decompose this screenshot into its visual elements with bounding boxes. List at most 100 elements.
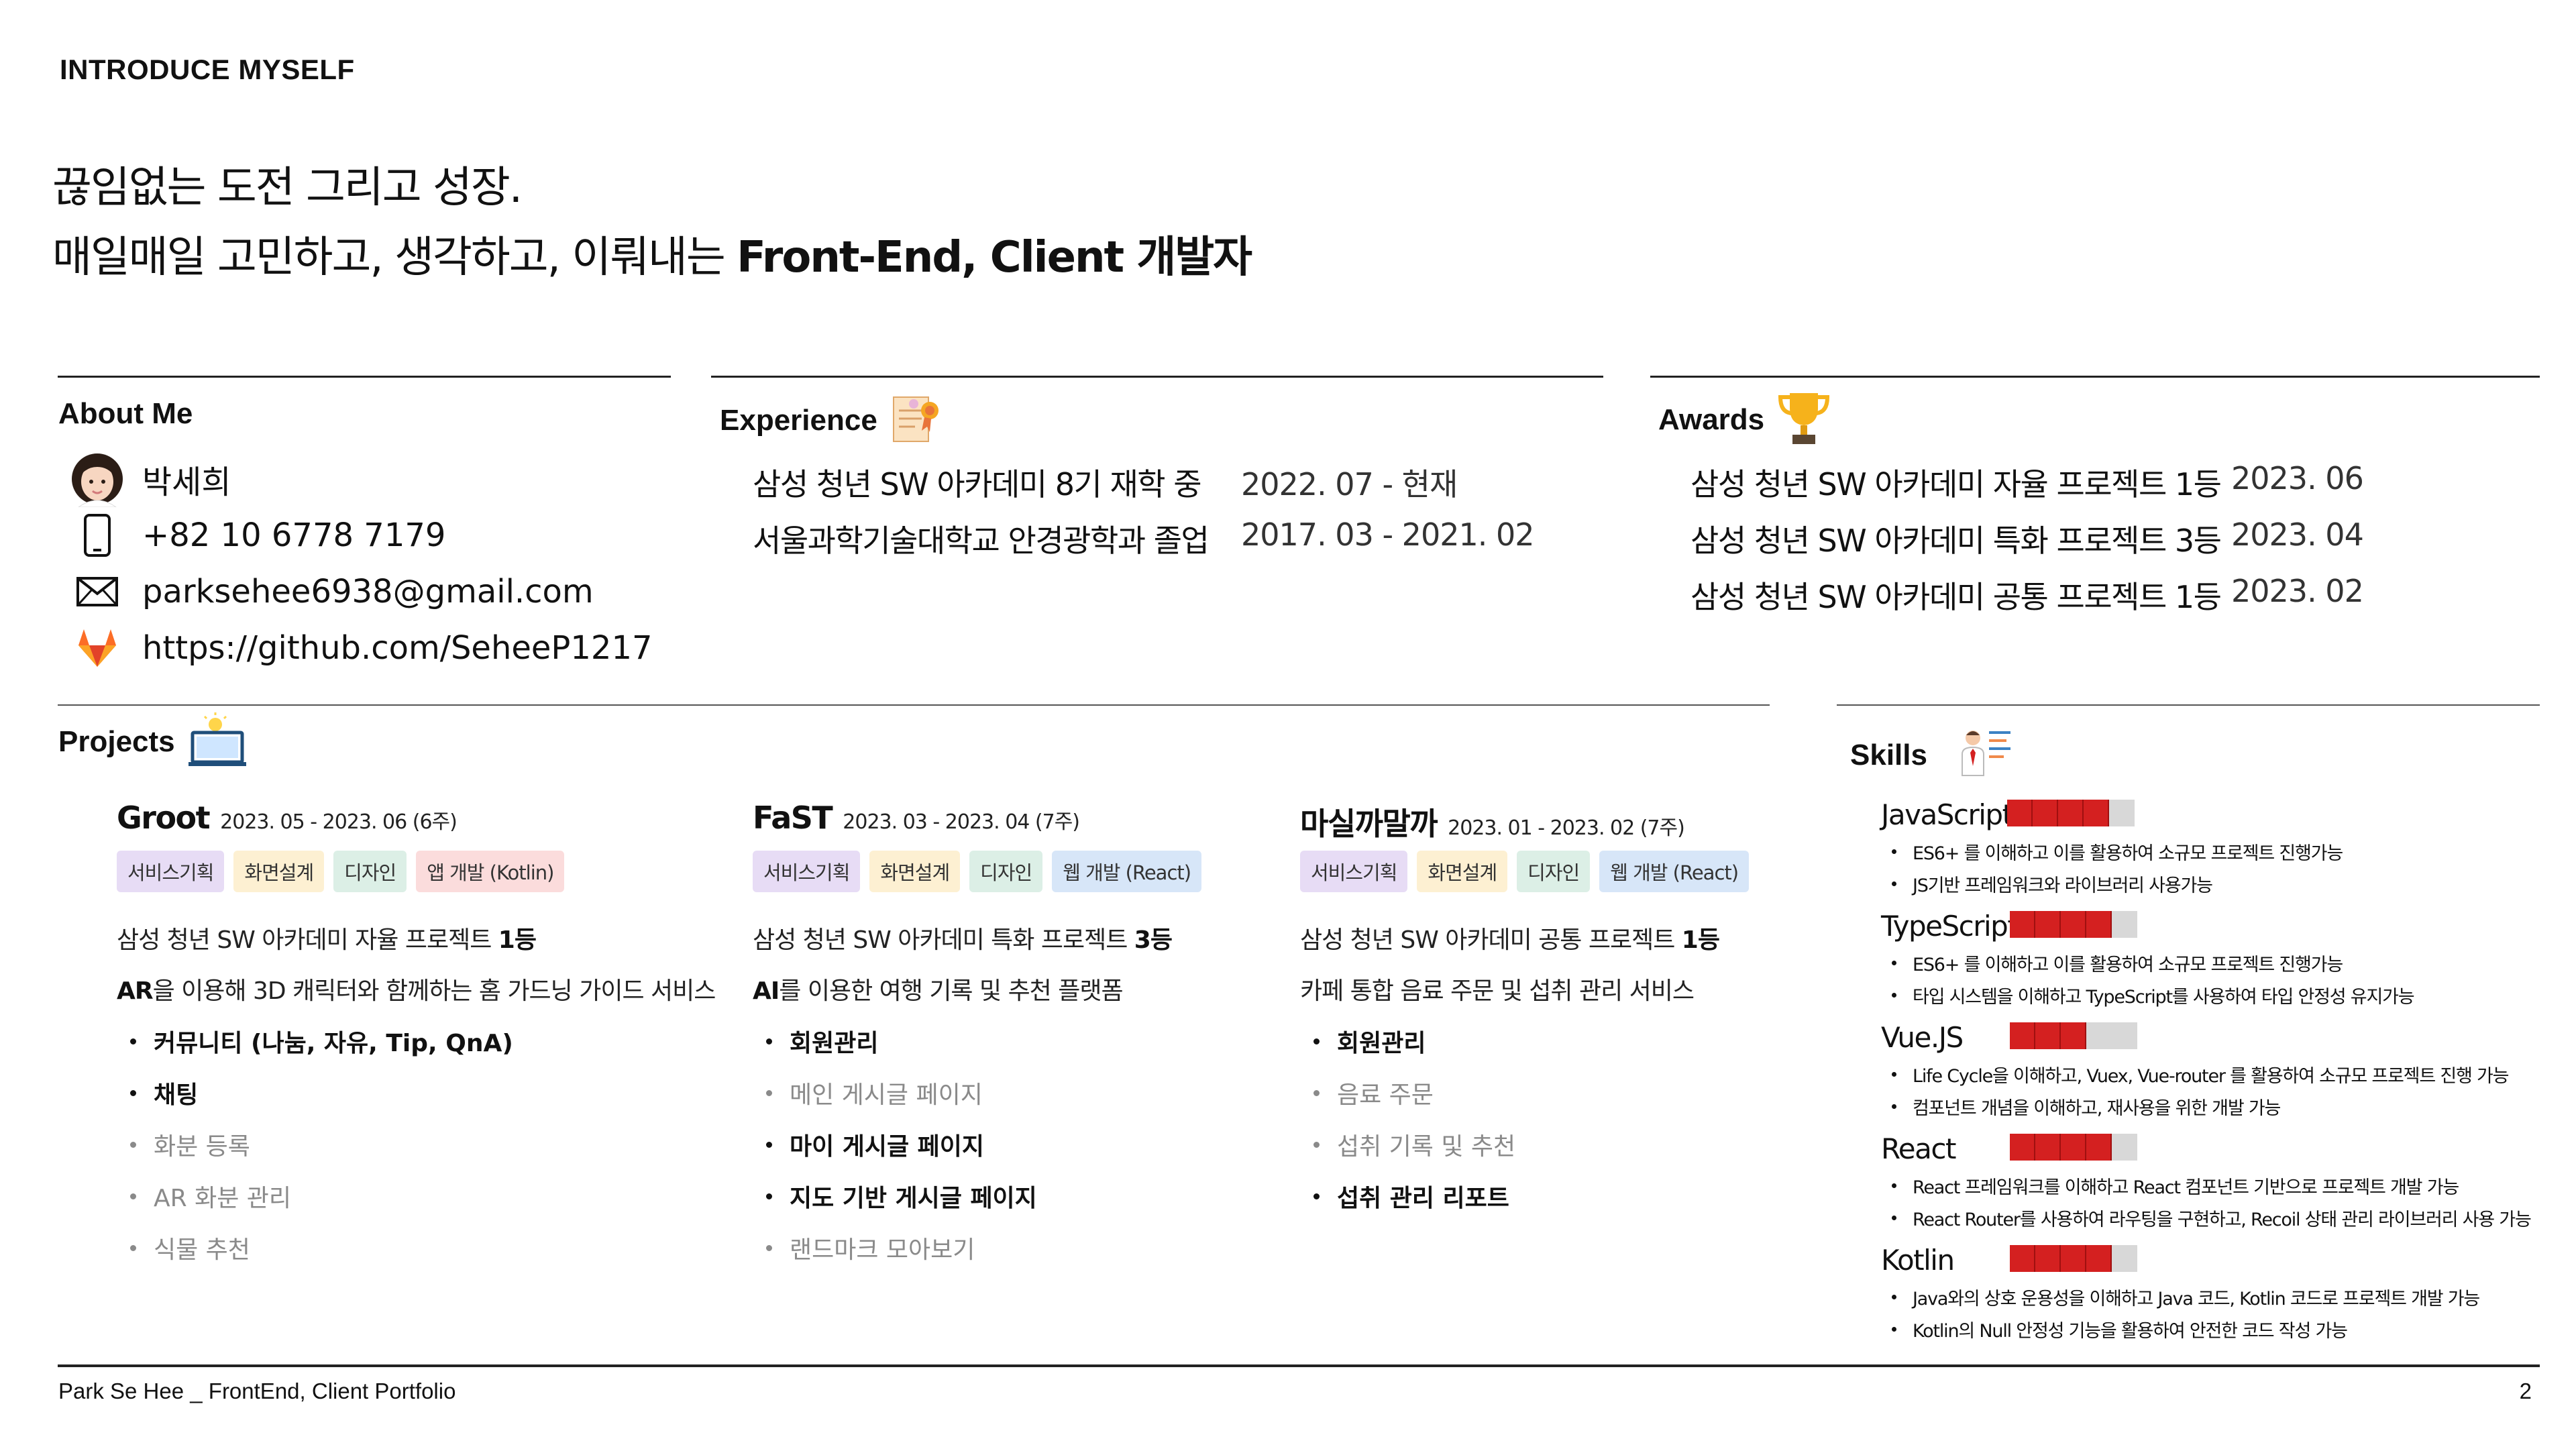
experience-title: Experience xyxy=(720,403,877,437)
skill-level-segment xyxy=(2061,1134,2086,1161)
project-2-award: 삼성 청년 SW 아카데미 특화 프로젝트 3등 xyxy=(753,920,1173,955)
projects-header: Projects xyxy=(58,710,248,773)
skill-level-segment xyxy=(2086,1245,2112,1272)
project-1-name: Groot xyxy=(117,800,211,836)
project-3-feature: 섭취 기록 및 추천 xyxy=(1313,1127,1515,1162)
mail-icon xyxy=(67,564,127,620)
gitlab-icon xyxy=(67,620,127,676)
skill-note-text: 타입 시스템을 이해하고 TypeScript를 사용하여 타입 안정성 유지가… xyxy=(1913,987,2415,1008)
project-3-tag: 서비스기획 xyxy=(1300,851,1408,892)
skill-name: Kotlin xyxy=(1881,1244,1955,1277)
project-1-tag: 화면설계 xyxy=(233,851,325,892)
project-3-desc-rest: 카페 통합 음료 주문 및 섭취 관리 서비스 xyxy=(1300,977,1695,1005)
projects-divider xyxy=(58,704,1770,706)
skill-note: 컴포넌트 개념을 이해하고, 재사용을 위한 개발 가능 xyxy=(1892,1093,2281,1120)
skill-level-segment xyxy=(2035,1022,2061,1049)
feature-label: 랜드마크 모아보기 xyxy=(790,1236,975,1264)
skill-note-text: Java와의 상호 운용성을 이해하고 Java 코드, Kotlin 코드로 … xyxy=(1913,1289,2480,1309)
trophy-icon xyxy=(1774,388,1834,451)
feature-label: 지도 기반 게시글 페이지 xyxy=(790,1185,1037,1212)
project-2-award-prefix: 삼성 청년 SW 아카데미 특화 프로젝트 xyxy=(753,926,1134,954)
project-3-desc: 카페 통합 음료 주문 및 섭취 관리 서비스 xyxy=(1300,971,1695,1006)
project-1-award-rank: 1등 xyxy=(498,926,537,954)
skill-level-segment xyxy=(2035,1245,2061,1272)
feature-label: 식물 추천 xyxy=(154,1236,250,1264)
experience-item-2: 서울과학기술대학교 안경광학과 졸업 xyxy=(753,523,1210,559)
project-2-period: 2023. 03 - 2023. 04 (7주) xyxy=(843,810,1080,834)
experience-date-1: 2022. 07 - 현재 xyxy=(1241,466,1458,502)
skill-level-bar xyxy=(2010,1245,2137,1272)
skill-note: ES6+ 를 이해하고 이를 활용하여 소규모 프로젝트 진행가능 xyxy=(1892,950,2343,976)
project-3-feature: 음료 주문 xyxy=(1313,1075,1434,1110)
skill-note: 타입 시스템을 이해하고 TypeScript를 사용하여 타입 안정성 유지가… xyxy=(1892,982,2415,1008)
skill-name: JavaScript xyxy=(1881,798,2013,831)
project-2-tag: 디자인 xyxy=(969,851,1043,892)
skill-level-segment xyxy=(2010,1245,2035,1272)
project-2-tag: 화면설계 xyxy=(869,851,961,892)
skills-divider xyxy=(1837,704,2540,706)
skill-level-segment xyxy=(2010,1022,2035,1049)
project-2-tags: 서비스기획 화면설계 디자인 웹 개발 (React) xyxy=(753,851,1202,892)
skill-note-text: Kotlin의 Null 안정성 기능을 활용하여 안전한 코드 작성 가능 xyxy=(1913,1321,2348,1342)
skill-note-text: Life Cycle을 이해하고, Vuex, Vue-router 를 활용하… xyxy=(1913,1066,2509,1087)
feature-label: 채팅 xyxy=(154,1081,199,1109)
about-name: 박세희 xyxy=(142,464,231,501)
project-1-feature: 화분 등록 xyxy=(130,1127,250,1162)
project-1-period: 2023. 05 - 2023. 06 (6주) xyxy=(220,810,458,834)
project-2-title: FaST 2023. 03 - 2023. 04 (7주) xyxy=(753,800,1080,836)
skill-level-segment xyxy=(2061,911,2086,938)
project-3-tags: 서비스기획 화면설계 디자인 웹 개발 (React) xyxy=(1300,851,1750,892)
skill-level-segment xyxy=(2033,800,2058,826)
skill-level-segment xyxy=(2086,1134,2112,1161)
project-2-tag: 웹 개발 (React) xyxy=(1052,851,1202,892)
skill-note: Life Cycle을 이해하고, Vuex, Vue-router 를 활용하… xyxy=(1892,1061,2509,1087)
skill-level-segment xyxy=(2058,800,2084,826)
certificate-icon xyxy=(888,390,945,450)
skill-note-text: React Router를 사용하여 라우팅을 구현하고, Recoil 상태 … xyxy=(1913,1210,2532,1230)
footer-divider xyxy=(58,1364,2540,1367)
project-1-desc: AR을 이용해 3D 캐릭터와 함께하는 홈 가드닝 가이드 서비스 xyxy=(117,971,716,1006)
project-3-tag: 웹 개발 (React) xyxy=(1599,851,1750,892)
awards-title: Awards xyxy=(1658,402,1765,436)
about-title: About Me xyxy=(58,397,193,430)
about-phone-row: +82 10 6778 7179 xyxy=(67,507,445,564)
project-2-feature: 회원관리 xyxy=(766,1024,878,1059)
project-2-name: FaST xyxy=(753,800,833,836)
feature-label: 메인 게시글 페이지 xyxy=(790,1081,983,1109)
project-1-award: 삼성 청년 SW 아카데미 자율 프로젝트 1등 xyxy=(117,920,537,955)
about-divider xyxy=(58,376,671,378)
project-1-tags: 서비스기획 화면설계 디자인 앱 개발 (Kotlin) xyxy=(117,851,565,892)
headline-bold: Front-End, Client 개발자 xyxy=(737,233,1252,282)
project-3-award-rank: 1등 xyxy=(1681,926,1720,954)
phone-icon xyxy=(67,507,127,564)
award-date-3: 2023. 02 xyxy=(2231,573,2364,609)
about-phone: +82 10 6778 7179 xyxy=(142,517,446,554)
skill-level-segment xyxy=(2010,911,2035,938)
about-github[interactable]: https://github.com/SeheeP1217 xyxy=(142,629,653,667)
project-1-feature: 채팅 xyxy=(130,1075,198,1110)
skill-level-bar xyxy=(2010,1022,2137,1049)
feature-label: 회원관리 xyxy=(790,1030,879,1057)
skill-note-text: 컴포넌트 개념을 이해하고, 재사용을 위한 개발 가능 xyxy=(1913,1098,2281,1119)
project-3-tag: 화면설계 xyxy=(1417,851,1508,892)
skills-header: Skills xyxy=(1850,723,2013,787)
project-3-award-prefix: 삼성 청년 SW 아카데미 공통 프로젝트 xyxy=(1300,926,1682,954)
project-1-tag: 앱 개발 (Kotlin) xyxy=(416,851,565,892)
experience-item-1: 삼성 청년 SW 아카데미 8기 재학 중 xyxy=(753,466,1202,502)
project-2-feature: 메인 게시글 페이지 xyxy=(766,1075,983,1110)
footer-title: Park Se Hee _ FrontEnd, Client Portfolio xyxy=(58,1379,456,1403)
about-github-row: https://github.com/SeheeP1217 xyxy=(67,620,653,676)
laptop-bulb-icon xyxy=(187,710,248,773)
feature-label: 화분 등록 xyxy=(154,1133,250,1161)
project-2-desc-bold: AI xyxy=(753,977,780,1005)
project-1-award-prefix: 삼성 청년 SW 아카데미 자율 프로젝트 xyxy=(117,926,498,954)
awards-header: Awards xyxy=(1658,388,1834,451)
headline-line-2: 매일매일 고민하고, 생각하고, 이뤄내는 Front-End, Client … xyxy=(52,223,1252,284)
experience-header: Experience xyxy=(720,390,945,450)
page-number: 2 xyxy=(2519,1379,2532,1403)
awards-divider xyxy=(1650,376,2540,378)
skill-level-bar xyxy=(2007,800,2135,826)
project-3-period: 2023. 01 - 2023. 02 (7주) xyxy=(1448,816,1685,840)
about-email[interactable]: parksehee6938@gmail.com xyxy=(142,573,594,610)
skill-note-text: ES6+ 를 이해하고 이를 활용하여 소규모 프로젝트 진행가능 xyxy=(1913,955,2343,975)
